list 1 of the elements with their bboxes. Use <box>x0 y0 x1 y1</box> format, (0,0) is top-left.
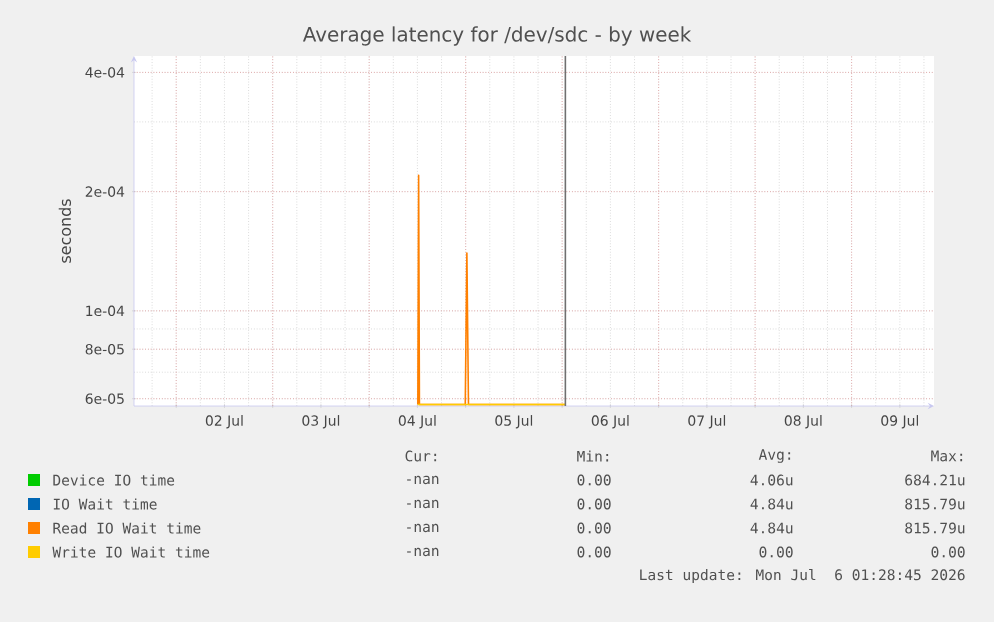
chart-title: Average latency for /dev/sdc - by week <box>302 26 692 46</box>
